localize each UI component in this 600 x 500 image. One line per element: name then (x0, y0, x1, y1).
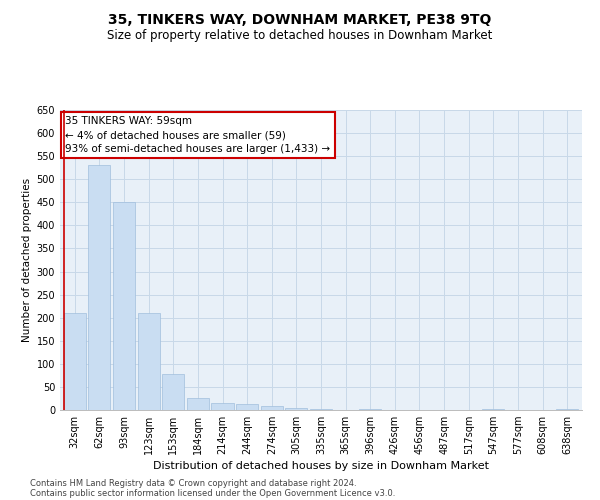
Bar (285, 408, 307, 410)
Bar (260, 406, 283, 410)
Text: Size of property relative to detached houses in Downham Market: Size of property relative to detached ho… (107, 29, 493, 42)
Bar (64, 313, 86, 410)
Text: 35 TINKERS WAY: 59sqm
← 4% of detached houses are smaller (59)
93% of semi-detac: 35 TINKERS WAY: 59sqm ← 4% of detached h… (65, 116, 331, 154)
Bar (310, 408, 332, 410)
Bar (482, 409, 505, 410)
Bar (236, 404, 258, 410)
Bar (556, 409, 578, 410)
Bar (187, 398, 209, 410)
Bar (113, 202, 135, 410)
Bar (359, 409, 382, 410)
Text: Contains HM Land Registry data © Crown copyright and database right 2024.: Contains HM Land Registry data © Crown c… (30, 478, 356, 488)
Bar (137, 313, 160, 410)
Bar (162, 374, 184, 410)
X-axis label: Distribution of detached houses by size in Downham Market: Distribution of detached houses by size … (153, 462, 489, 471)
Y-axis label: Number of detached properties: Number of detached properties (22, 178, 32, 342)
Bar (88, 166, 110, 410)
Text: Contains public sector information licensed under the Open Government Licence v3: Contains public sector information licen… (30, 488, 395, 498)
Text: 35, TINKERS WAY, DOWNHAM MARKET, PE38 9TQ: 35, TINKERS WAY, DOWNHAM MARKET, PE38 9T… (109, 12, 491, 26)
Bar (211, 403, 233, 410)
